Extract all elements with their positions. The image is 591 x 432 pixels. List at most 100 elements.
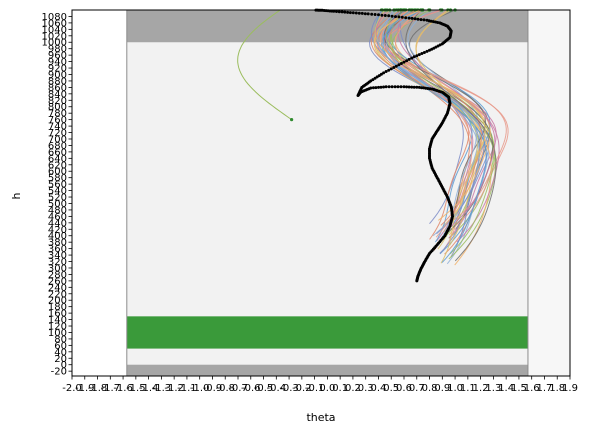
x-tick-label: 0.3 (358, 383, 374, 394)
y-tick-label: 500 (48, 199, 67, 210)
x-tick-label: -1.1 (177, 383, 197, 394)
highlight-point (410, 16, 414, 20)
trajectory-line (394, 9, 473, 238)
highlight-point (410, 85, 414, 89)
x-tick-label: -0.9 (203, 383, 223, 394)
x-tick-label: 0.8 (422, 383, 438, 394)
highlight-point (399, 85, 403, 89)
highlight-point (394, 15, 397, 19)
y-tick-label: 880 (48, 76, 67, 87)
highlight-point (382, 71, 386, 75)
highlight-point (425, 18, 429, 22)
y-tick-label: 180 (48, 302, 67, 313)
highlight-point (387, 85, 391, 89)
y-tick-label: 740 (48, 122, 67, 133)
y-tick-label: 520 (48, 193, 67, 204)
highlight-point (340, 10, 344, 14)
highlight-point (412, 85, 416, 89)
y-tick-label: 440 (48, 218, 67, 229)
highlight-point (422, 18, 426, 22)
highlight-point (377, 85, 380, 89)
x-tick-label: 0.5 (383, 383, 399, 394)
x-tick-label: 1.8 (549, 383, 565, 394)
trajectory-line (382, 9, 487, 263)
x-tick-label: 0.7 (409, 383, 425, 394)
x-tick-label: -0.4 (267, 383, 287, 394)
highlight-point (360, 11, 364, 15)
x-axis-label: theta (306, 411, 335, 424)
highlight-point (402, 60, 406, 64)
highlight-point (377, 13, 380, 17)
y-tick-label: 1000 (42, 38, 67, 49)
y-tick-label: 860 (48, 83, 67, 94)
y-tick-label: 600 (48, 167, 67, 178)
highlight-point (415, 85, 419, 89)
highlight-point (396, 85, 400, 89)
trajectory-line (237, 9, 292, 121)
y-tick-label: 60 (54, 341, 67, 352)
highlight-point (412, 55, 416, 59)
y-tick-label: 380 (48, 238, 67, 249)
y-tick-label: 800 (48, 102, 67, 113)
x-tick-label: 1.5 (511, 383, 527, 394)
y-tick-label: 260 (48, 276, 67, 287)
y-tick-label: 200 (48, 296, 67, 307)
highlight-point (402, 85, 406, 89)
highlight-point (428, 87, 432, 91)
bottom-band (126, 364, 528, 376)
y-tick-label: 640 (48, 154, 67, 165)
trajectory-line (397, 9, 500, 243)
trajectory-line (389, 9, 496, 260)
highlight-point (387, 14, 391, 18)
highlight-point (390, 14, 394, 18)
highlight-point (394, 64, 398, 68)
y-tick-label: 220 (48, 289, 67, 300)
x-tick-label: -1.3 (152, 383, 172, 394)
y-tick-label: 1060 (42, 18, 67, 29)
y-tick-label: 1080 (42, 12, 67, 23)
x-tick-label: -1.6 (113, 383, 133, 394)
y-tick-label: 20 (54, 354, 67, 365)
highlight-point (343, 10, 347, 14)
x-tick-label: 0.2 (345, 383, 361, 394)
x-tick-label: -2.0 (62, 383, 82, 394)
y-tick-label: 120 (48, 322, 67, 333)
y-tick-label: 980 (48, 44, 67, 55)
x-tick-label: 1.9 (562, 383, 578, 394)
highlight-point (417, 53, 421, 57)
x-tick-label: 1.0 (447, 383, 463, 394)
highlight-point (410, 56, 414, 60)
y-tick-label: 240 (48, 283, 67, 294)
highlight-point (366, 12, 370, 16)
y-tick-label: 700 (48, 134, 67, 145)
y-tick-label: 920 (48, 64, 67, 75)
highlight-point (416, 17, 420, 21)
highlight-point (422, 51, 426, 54)
y-tick-label: 340 (48, 251, 67, 262)
y-tick-label: 160 (48, 309, 67, 320)
x-tick-label: 0.9 (434, 383, 450, 394)
highlight-point (387, 68, 391, 72)
highlight-point (337, 10, 341, 14)
x-tick-label: 0.6 (396, 383, 412, 394)
y-tick-label: 580 (48, 173, 67, 184)
trajectory-line (405, 9, 497, 262)
highlight-point (371, 86, 375, 90)
trajectory-line (415, 9, 478, 246)
y-tick-label: 140 (48, 315, 67, 326)
trajectory-line (384, 9, 497, 239)
highlight-point (354, 11, 358, 15)
bound-lines (126, 10, 529, 376)
y-tick-label: -20 (51, 367, 67, 378)
highlight-point (397, 63, 401, 67)
regions (126, 10, 528, 376)
trajectory-end-point (290, 118, 294, 122)
x-tick-label: 1.3 (485, 383, 501, 394)
y-tick-label: 660 (48, 147, 67, 158)
highlight-point (357, 11, 361, 15)
highlight-point (397, 15, 401, 19)
x-tick-label: 1.1 (460, 383, 476, 394)
highlight-point (420, 52, 424, 55)
x-tick-label: 0.4 (371, 383, 387, 394)
highlight-point (384, 70, 388, 73)
